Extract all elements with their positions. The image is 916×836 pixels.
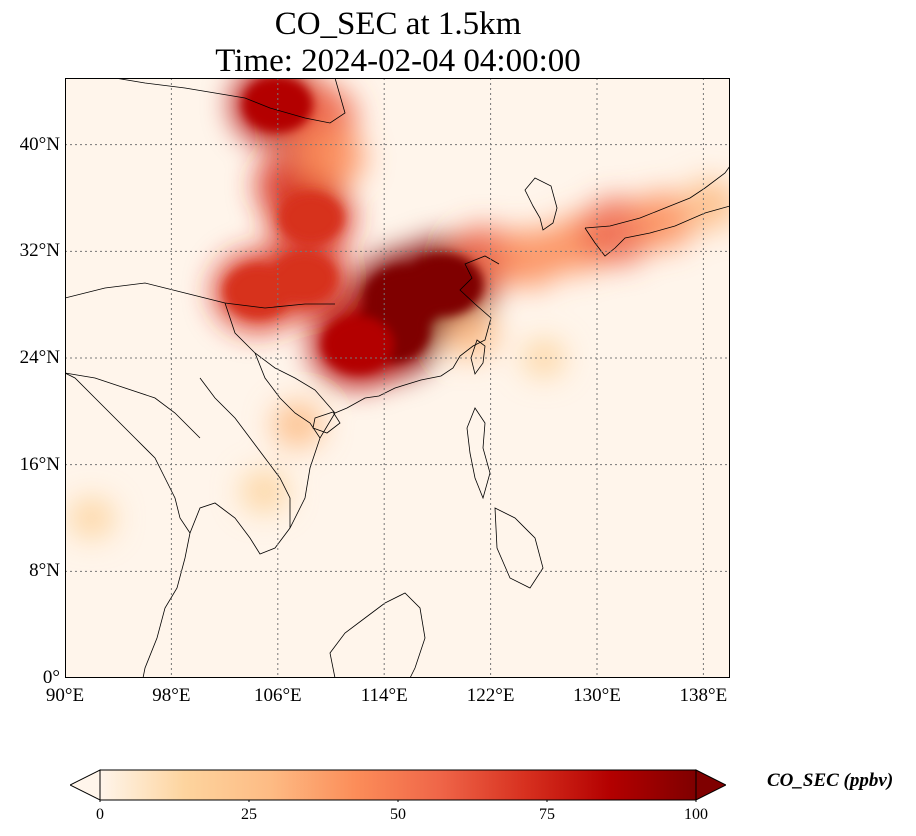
lat-tick-label: 24°N <box>19 347 60 368</box>
co-plume-20 <box>68 497 115 539</box>
co-plume-15 <box>631 191 696 250</box>
lat-tick-label: 40°N <box>19 133 60 155</box>
colorbar <box>70 769 726 802</box>
colorbar-label: CO_SEC (ppbv) <box>767 770 894 791</box>
colorbar-tick-label: 75 <box>539 806 555 823</box>
lon-tick-label: 122°E <box>466 685 515 706</box>
lon-tick-label: 130°E <box>573 685 621 706</box>
gridlines <box>65 78 730 678</box>
lon-tick-label: 138°E <box>679 685 728 706</box>
lon-tick-label: 90°E <box>45 685 85 706</box>
co-plume-18 <box>272 401 324 448</box>
co-plume-core-1 <box>404 253 484 317</box>
co-plume-core-5 <box>271 251 338 305</box>
lat-tick-label: 32°N <box>19 240 60 262</box>
map-plot-area <box>65 78 730 678</box>
colorbar-tick-label: 100 <box>684 806 708 823</box>
co-plume-19 <box>240 469 289 514</box>
colorbar-tick-label: 25 <box>241 806 257 823</box>
map-title-line1: CO_SEC at 1.5km <box>274 6 522 42</box>
colorbar-tick-label: 0 <box>96 806 104 823</box>
lat-tick-label: 8°N <box>29 560 60 582</box>
co-plume-21 <box>522 338 566 378</box>
colorbar-extend-min <box>70 769 101 801</box>
lat-tick-label: 16°N <box>19 453 60 475</box>
map-title-line2: Time: 2024-02-04 04:00:00 <box>215 43 581 79</box>
colorbar-gradient <box>99 769 697 801</box>
lon-tick-label: 98°E <box>152 685 191 706</box>
map-background <box>65 78 730 678</box>
coastline-borders <box>65 78 730 678</box>
colorbar-tick-label: 50 <box>390 806 406 823</box>
lat-tick-label: 0° <box>42 667 60 688</box>
colorbar-extend-max <box>695 769 726 801</box>
co-plume-core-3 <box>321 316 394 374</box>
co-plume-10 <box>297 127 365 189</box>
co-plume-core-8 <box>242 78 313 133</box>
lon-tick-label: 106°E <box>253 685 302 706</box>
lon-tick-label: 114°E <box>360 685 408 706</box>
map-frame-border <box>65 78 730 678</box>
co-plume-core-6 <box>278 192 344 244</box>
